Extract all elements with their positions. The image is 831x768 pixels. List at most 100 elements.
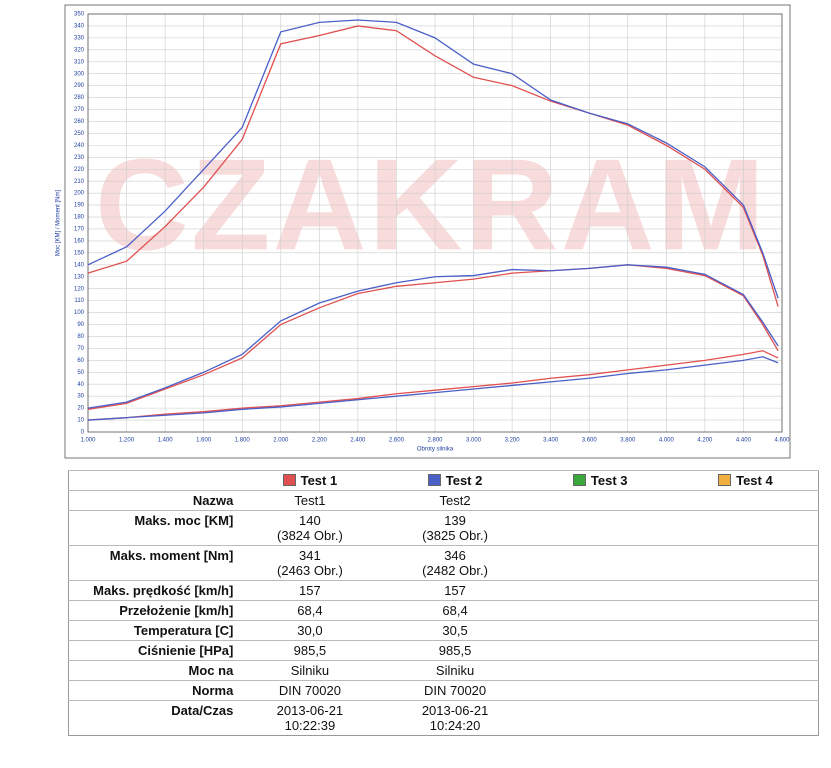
row-value: Silniku	[382, 660, 528, 681]
row-value: 2013-06-21 10:24:20	[382, 700, 528, 736]
row-value: 157	[237, 580, 383, 601]
legend-entry: Test 3	[527, 470, 673, 491]
row-value: DIN 70020	[382, 680, 528, 701]
value-line: 10:24:20	[429, 718, 481, 733]
x-axis-label: Obroty silnika	[417, 447, 454, 453]
row-value: 68,4	[237, 600, 383, 621]
chart-frame	[64, 4, 791, 459]
x-tick-label: 2.400	[350, 438, 366, 444]
x-tick-label: 2.000	[273, 438, 289, 444]
table-row: Maks. moc [KM] 140 (3824 Obr.) 139 (3825 Obr…	[68, 510, 819, 546]
curve	[87, 356, 779, 421]
y-tick-label: 240	[74, 143, 85, 149]
y-tick-label: 30	[77, 394, 84, 400]
legend-swatch	[572, 474, 586, 486]
plot-border	[87, 13, 783, 433]
value-line: 139	[444, 513, 466, 528]
row-value: 341 (2463 Obr.)	[237, 545, 383, 581]
row-value: 30,5	[382, 620, 528, 641]
y-tick-label: 300	[74, 71, 85, 77]
value-line: DIN 70020	[278, 683, 341, 698]
y-axis-label: Moc [KM] / Moment [Nm]	[56, 189, 62, 256]
row-label: Temperatura [C]	[68, 620, 238, 641]
empty-cell	[672, 640, 819, 661]
value-line: 10:22:39	[284, 718, 336, 733]
value-line: 157	[444, 583, 466, 598]
x-tick-label: 4.600	[774, 438, 790, 444]
row-label: Ciśnienie [HPa]	[68, 640, 238, 661]
row-value: 139 (3825 Obr.)	[382, 510, 528, 546]
row-value: 2013-06-21 10:22:39	[237, 700, 383, 736]
x-tick-label: 3.800	[620, 438, 636, 444]
value-line: 985,5	[293, 643, 327, 658]
x-tick-label: 2.200	[312, 438, 328, 444]
y-tick-label: 350	[74, 12, 85, 18]
value-line: Test1	[294, 493, 326, 508]
y-tick-label: 330	[74, 35, 85, 41]
row-label: Data/Czas	[68, 700, 238, 736]
table-row: Maks. prędkość [km/h] 157 157	[68, 580, 819, 601]
empty-cell	[672, 680, 819, 701]
value-line: 30,0	[297, 623, 323, 638]
chart: CZAKRAM 0 10 20 30 40 50 60 70 80 90 100 110 120 130 14…	[56, 4, 791, 459]
table-row: Ciśnienie [HPa] 985,5 985,5	[68, 640, 819, 661]
legend-swatch	[718, 474, 732, 486]
row-value: 140 (3824 Obr.)	[237, 510, 383, 546]
value-line: (2463 Obr.)	[277, 563, 343, 578]
value-line: 68,4	[442, 603, 468, 618]
y-tick-label: 250	[74, 131, 85, 137]
row-value: Test2	[382, 490, 528, 511]
table-row: Norma DIN 70020 DIN 70020	[68, 680, 819, 701]
y-tick-label: 270	[74, 107, 85, 113]
x-tick-label: 1.400	[158, 438, 174, 444]
row-label: Norma	[68, 680, 238, 701]
legend-entry: Test 2	[382, 470, 528, 491]
y-tick-label: 130	[74, 274, 85, 280]
curve	[87, 350, 779, 421]
watermark: CZAKRAM	[95, 131, 765, 277]
curve	[87, 25, 779, 307]
empty-cell	[672, 545, 819, 581]
empty-cell	[527, 545, 673, 581]
table-row: Maks. moment [Nm] 341 (2463 Obr.) 346 (2482 …	[68, 545, 819, 581]
empty-cell	[672, 580, 819, 601]
row-value: 985,5	[382, 640, 528, 661]
value-line: Silniku	[290, 663, 330, 678]
empty-cell	[527, 580, 673, 601]
results-table: Test 1 Test 2 Test 3 Test 4 Nazwa Test1 Test2 M…	[68, 470, 819, 736]
y-tick-label: 50	[77, 370, 84, 376]
row-value: Silniku	[237, 660, 383, 681]
empty-cell	[527, 700, 673, 736]
value-line: DIN 70020	[423, 683, 487, 698]
row-value: 157	[382, 580, 528, 601]
empty-cell	[672, 620, 819, 641]
legend-swatch	[282, 474, 296, 486]
legend-entry: Test 4	[672, 470, 819, 491]
y-tick-label: 90	[77, 322, 84, 328]
empty-cell	[527, 640, 673, 661]
y-tick-label: 310	[74, 59, 85, 65]
y-tick-label: 80	[77, 334, 84, 340]
x-tick-label: 1.600	[196, 438, 212, 444]
empty-cell	[527, 600, 673, 621]
value-line: Test2	[439, 493, 471, 508]
y-tick-label: 210	[74, 179, 85, 185]
value-line: 2013-06-21	[421, 703, 489, 718]
row-label: Maks. moc [KM]	[68, 510, 238, 546]
y-tick-label: 280	[74, 95, 85, 101]
row-label: Moc na	[68, 660, 238, 681]
row-value: 346 (2482 Obr.)	[382, 545, 528, 581]
value-line: 346	[444, 548, 466, 563]
y-tick-label: 20	[77, 406, 84, 412]
x-tick-label: 4.000	[659, 438, 675, 444]
table-row: Temperatura [C] 30,0 30,5	[68, 620, 819, 641]
value-line: (3824 Obr.)	[277, 528, 343, 543]
y-tick-label: 110	[74, 298, 84, 304]
legend-entry: Test 1	[237, 470, 383, 491]
y-tick-label: 0	[81, 430, 85, 436]
y-tick-label: 260	[74, 119, 85, 125]
x-tick-label: 4.400	[736, 438, 752, 444]
y-tick-label: 230	[74, 155, 85, 161]
y-tick-label: 170	[74, 227, 85, 233]
